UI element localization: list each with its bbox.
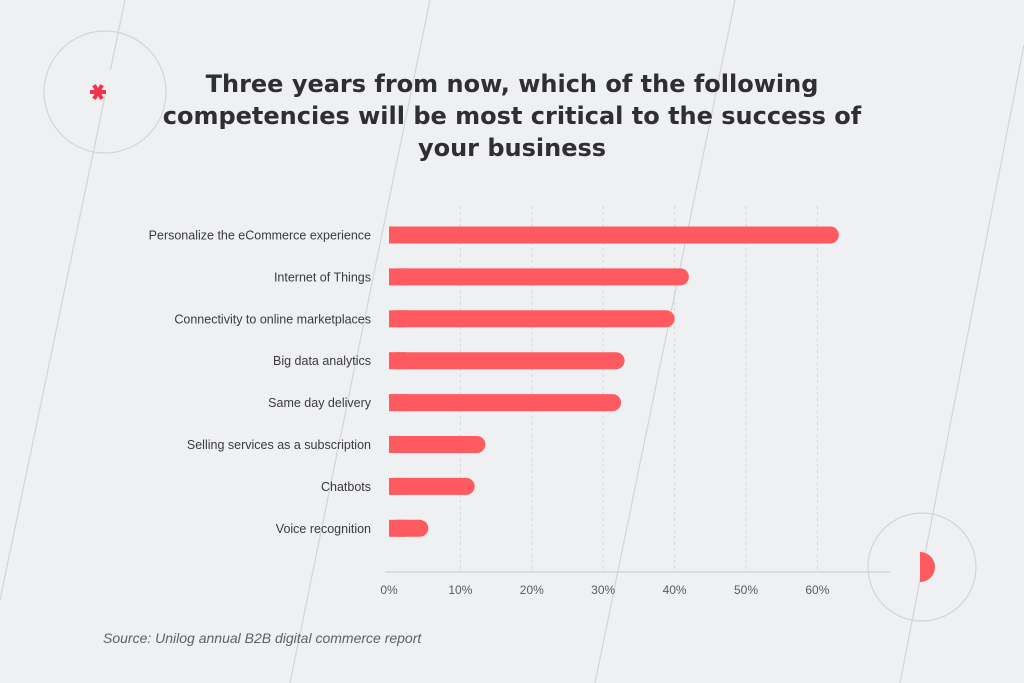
bar-base <box>389 352 406 370</box>
category-label: Connectivity to online marketplaces <box>174 312 371 326</box>
bar-base <box>389 477 406 495</box>
x-tick-label: 10% <box>448 583 472 597</box>
x-tick-label: 50% <box>734 583 758 597</box>
category-label: Same day delivery <box>268 396 372 410</box>
x-tick-label: 0% <box>380 583 398 597</box>
decor-diagonal-line <box>0 0 126 601</box>
bar <box>389 394 622 412</box>
category-label: Chatbots <box>321 480 371 494</box>
decor-circle <box>43 30 167 154</box>
half-circle-icon <box>920 552 935 582</box>
bar <box>389 352 625 370</box>
decor-circle <box>867 512 977 622</box>
bar-base <box>389 519 406 537</box>
bar <box>389 268 689 286</box>
bar <box>389 436 486 453</box>
x-tick-label: 60% <box>805 583 829 597</box>
category-label: Internet of Things <box>274 270 371 284</box>
asterisk-icon <box>90 84 106 100</box>
bar-base <box>389 394 406 412</box>
decor-diagonal-line <box>594 0 736 683</box>
category-label: Selling services as a subscription <box>187 438 371 452</box>
decor-diagonal-line <box>289 0 431 683</box>
x-tick-label: 20% <box>520 583 544 597</box>
bar-base <box>389 268 406 286</box>
bar <box>389 477 475 495</box>
source-note: Source: Unilog annual B2B digital commer… <box>103 630 422 646</box>
bar <box>389 310 675 328</box>
category-label: Voice recognition <box>276 522 371 536</box>
x-tick-label: 30% <box>591 583 615 597</box>
bar <box>389 226 839 244</box>
bar-base <box>389 310 406 328</box>
x-tick-label: 40% <box>663 583 687 597</box>
bar-base <box>389 436 406 453</box>
category-label: Personalize the eCommerce experience <box>149 229 371 243</box>
chart-title: Three years from now, which of the follo… <box>162 70 862 162</box>
bar-base <box>389 226 406 244</box>
category-label: Big data analytics <box>273 354 371 368</box>
